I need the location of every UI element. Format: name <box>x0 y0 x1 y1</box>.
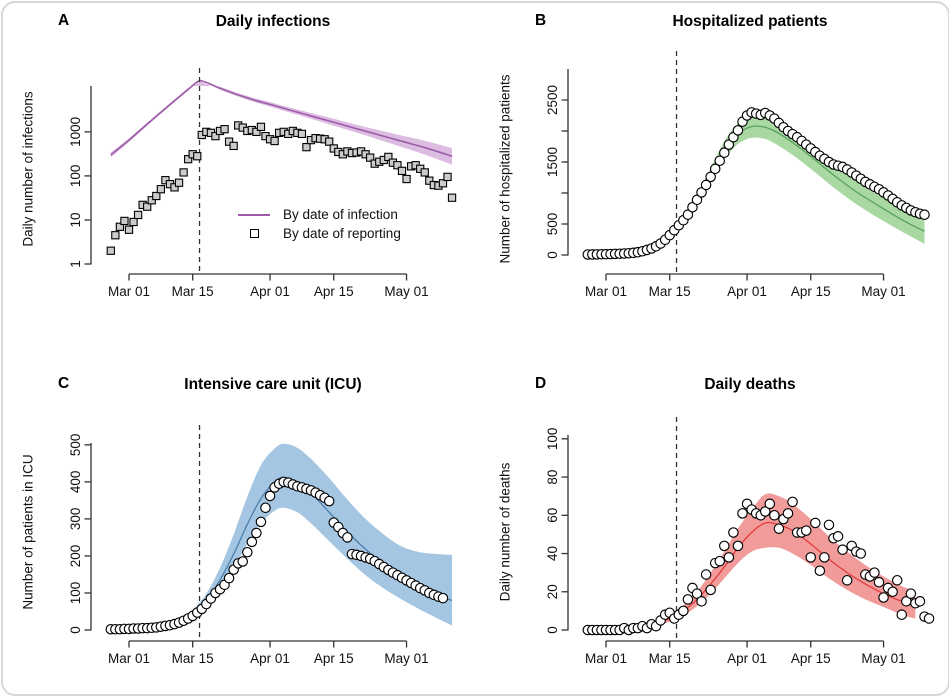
panel-letter: B <box>535 12 547 29</box>
svg-text:20: 20 <box>545 584 560 599</box>
svg-text:Apr 01: Apr 01 <box>727 651 767 666</box>
svg-text:500: 500 <box>68 434 83 457</box>
svg-text:Mar 01: Mar 01 <box>585 651 627 666</box>
legend-label: By date of infection <box>283 207 398 222</box>
plot-daily-infections: 1 10 100 1000 Mar 01 Mar 15 Apr 01 Apr 15 May 01 <box>68 68 457 299</box>
svg-text:Apr 01: Apr 01 <box>250 651 290 666</box>
svg-text:0: 0 <box>68 626 83 634</box>
svg-text:2500: 2500 <box>545 85 560 115</box>
svg-text:40: 40 <box>545 546 560 561</box>
svg-text:Mar 01: Mar 01 <box>108 284 150 299</box>
panel-title: Intensive care unit (ICU) <box>184 376 362 393</box>
svg-text:100: 100 <box>545 428 560 451</box>
panel-title: Daily deaths <box>704 376 796 393</box>
svg-text:Mar 15: Mar 15 <box>172 651 214 666</box>
legend-label: By date of reporting <box>283 226 401 241</box>
svg-text:0: 0 <box>545 626 560 634</box>
panel-title: Daily infections <box>215 13 331 30</box>
legend-item-infection: By date of infection <box>237 205 401 224</box>
svg-text:1000: 1000 <box>68 117 83 147</box>
svg-text:May 01: May 01 <box>384 284 428 299</box>
legend-square-swatch <box>249 229 259 238</box>
svg-text:80: 80 <box>545 470 560 485</box>
svg-text:100: 100 <box>68 582 83 605</box>
legend-item-reporting: By date of reporting <box>237 224 401 243</box>
svg-text:Mar 01: Mar 01 <box>108 651 150 666</box>
svg-text:Apr 01: Apr 01 <box>250 284 290 299</box>
panel-letter: D <box>535 375 547 392</box>
svg-text:60: 60 <box>545 508 560 523</box>
svg-text:Apr 15: Apr 15 <box>314 651 354 666</box>
plot-daily-deaths: 0 20 40 60 80 100 Mar 01 Mar 15 Apr 01 Apr 15 May … <box>545 417 935 666</box>
panel-icu: C Intensive care unit (ICU) Number of pa… <box>3 366 477 694</box>
svg-text:May 01: May 01 <box>384 651 428 666</box>
svg-text:10: 10 <box>68 212 83 227</box>
svg-text:Mar 01: Mar 01 <box>585 284 627 299</box>
svg-text:Apr 01: Apr 01 <box>727 284 767 299</box>
legend: By date of infection By date of reportin… <box>237 205 401 243</box>
svg-text:Apr 15: Apr 15 <box>791 284 831 299</box>
svg-text:400: 400 <box>68 471 83 494</box>
svg-text:100: 100 <box>68 165 83 188</box>
svg-text:1: 1 <box>68 260 83 268</box>
panel-letter: C <box>58 375 70 392</box>
svg-text:Mar 15: Mar 15 <box>649 651 691 666</box>
svg-text:0: 0 <box>545 251 560 259</box>
svg-text:200: 200 <box>68 545 83 568</box>
svg-text:Mar 15: Mar 15 <box>172 284 214 299</box>
panel-letter: A <box>58 12 70 29</box>
svg-text:May 01: May 01 <box>861 284 905 299</box>
svg-text:500: 500 <box>545 213 560 236</box>
svg-text:300: 300 <box>68 508 83 531</box>
panel-daily-infections: A Daily infections Daily number of infec… <box>3 3 477 350</box>
svg-text:Apr 15: Apr 15 <box>314 284 354 299</box>
plot-icu: 0 100 200 300 400 500 Mar 01 Mar 15 Apr 01 Apr 15… <box>68 425 453 666</box>
svg-text:May 01: May 01 <box>861 651 905 666</box>
svg-text:Mar 15: Mar 15 <box>649 284 691 299</box>
panel-hospitalized: B Hospitalized patients Number of hospit… <box>480 3 948 350</box>
plot-hospitalized: 0 500 1500 2500 Mar 01 Mar 15 Apr 01 Apr 15 May … <box>545 51 930 299</box>
panel-title: Hospitalized patients <box>672 13 828 30</box>
legend-line-swatch <box>238 213 270 216</box>
svg-text:Apr 15: Apr 15 <box>791 651 831 666</box>
svg-text:1500: 1500 <box>545 147 560 177</box>
